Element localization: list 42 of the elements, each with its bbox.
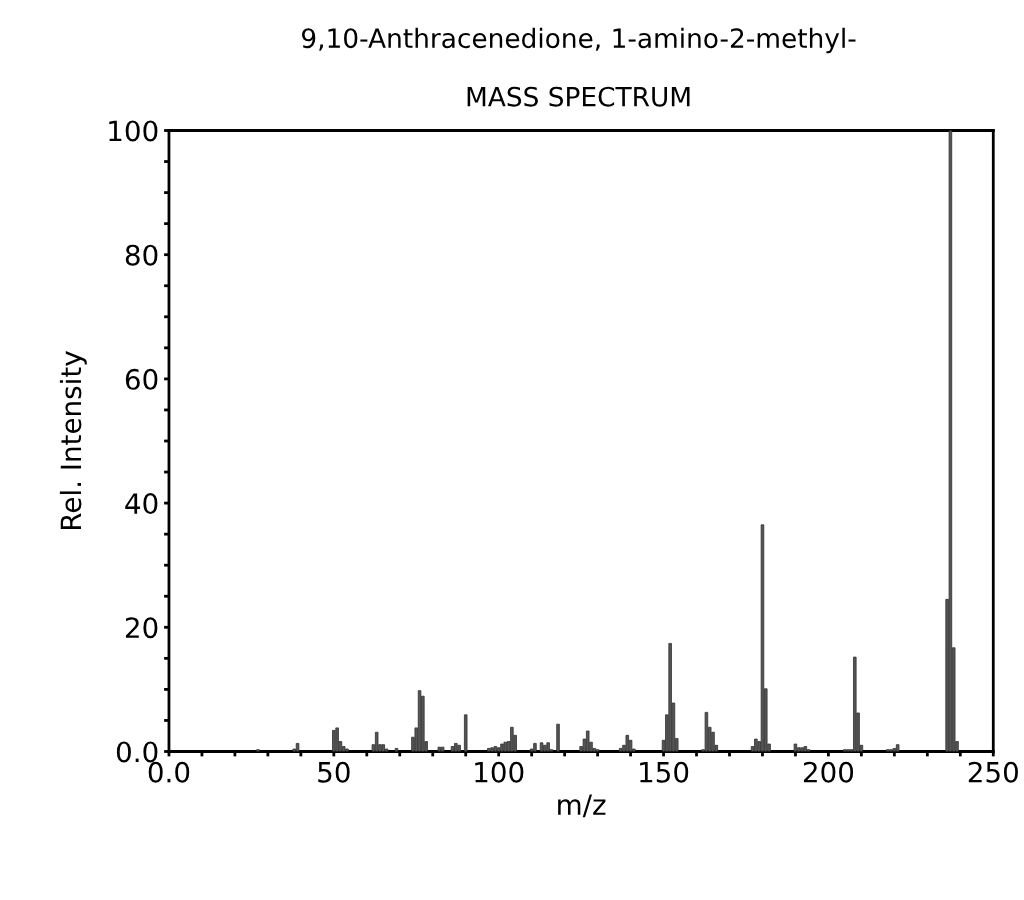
bar — [454, 743, 458, 752]
bar — [440, 746, 445, 752]
bar — [892, 747, 897, 752]
y-tick-label: 0.0 — [116, 741, 158, 763]
bar — [704, 711, 709, 752]
bar — [853, 656, 857, 752]
bar — [948, 130, 953, 752]
x-tick-label: 150 — [640, 761, 689, 783]
bar — [457, 744, 461, 752]
bar — [668, 643, 672, 752]
bar — [711, 731, 715, 752]
bar — [625, 734, 630, 752]
y-axis-title: Rel. Intensity — [59, 351, 87, 529]
bar — [895, 744, 900, 752]
bar — [556, 723, 560, 752]
y-tick-label: 60 — [125, 368, 158, 390]
bar — [628, 739, 633, 752]
chart-subtitle: MASS SPECTRUM — [467, 86, 690, 107]
chart-title: 9,10-Anthracenedione, 1-amino-2-methyl- — [302, 27, 856, 54]
bar — [295, 743, 300, 752]
x-tick-label: 200 — [803, 761, 854, 783]
x-tick-label: 250 — [968, 761, 1018, 783]
y-tick-label: 40 — [125, 493, 158, 515]
bar — [539, 742, 544, 752]
bar — [585, 730, 590, 752]
x-axis-title: m/z — [558, 794, 606, 818]
bar — [754, 738, 758, 752]
bar — [381, 744, 386, 752]
bar — [793, 743, 798, 752]
bar — [437, 746, 442, 752]
x-tick-label: 50 — [318, 761, 350, 783]
bar — [374, 731, 379, 752]
bar — [384, 748, 389, 752]
y-tick-label: 80 — [125, 244, 158, 266]
y-tick-label: 20 — [125, 617, 158, 639]
bar — [533, 743, 537, 752]
bar — [345, 748, 349, 752]
y-tick-label: 100 — [109, 120, 158, 142]
bar — [510, 726, 514, 752]
x-tick-label: 0.0 — [148, 761, 190, 783]
x-tick-label: 100 — [475, 761, 524, 783]
bar — [463, 714, 468, 752]
